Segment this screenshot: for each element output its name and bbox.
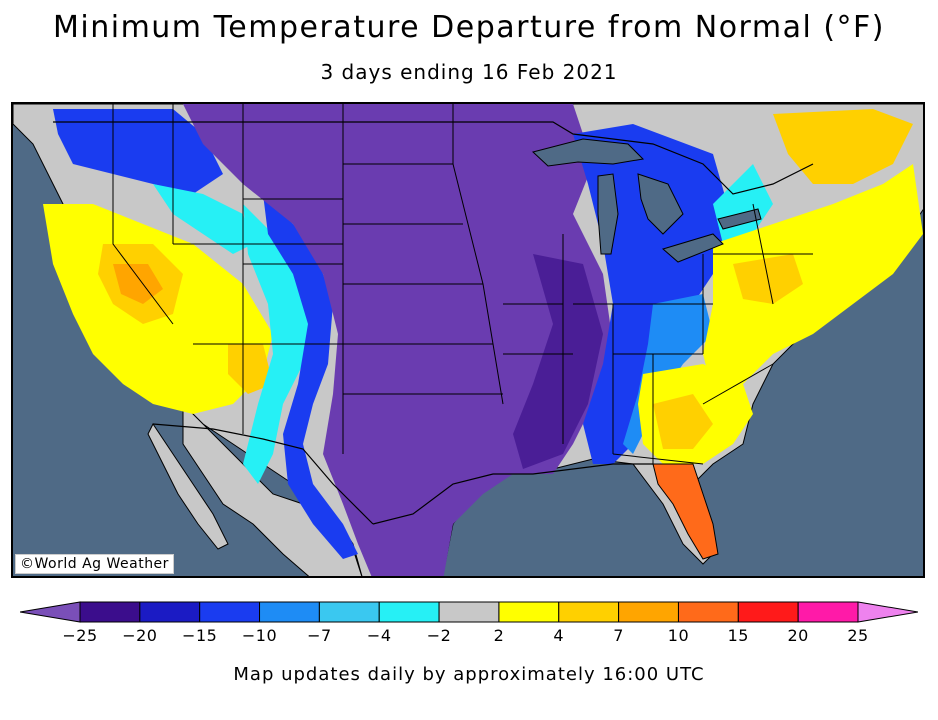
temperature-map: ©World Ag Weather <box>11 102 925 578</box>
lake-superior <box>531 138 645 167</box>
lake-michigan <box>597 173 619 255</box>
legend-swatch <box>259 601 320 623</box>
legend-tick-label: 10 <box>667 626 690 645</box>
legend-arrow-high <box>857 601 918 623</box>
northwest-blue-zone <box>53 109 223 194</box>
central-purple-zone <box>183 104 613 576</box>
florida-orange <box>652 463 719 560</box>
color-legend-bar <box>20 601 918 623</box>
legend-tick-label: −7 <box>307 626 332 645</box>
legend-tick-label: −10 <box>241 626 278 645</box>
rockies-blue-band <box>263 194 358 559</box>
southeast-gold <box>653 394 713 449</box>
legend-swatch <box>378 601 440 623</box>
legend-swatch <box>79 601 141 623</box>
legend-tick-label: −25 <box>62 626 98 645</box>
legend-swatch <box>737 601 799 623</box>
legend-tick-label: 2 <box>493 626 505 645</box>
legend-tick-label: 25 <box>847 626 869 645</box>
central-dark-purple <box>513 254 603 469</box>
legend-swatch <box>618 601 679 623</box>
map-footer: Map updates daily by approximately 16:00… <box>233 664 705 685</box>
legend-swatch <box>677 601 739 623</box>
legend-tick-label: 20 <box>787 626 809 645</box>
map-svg <box>13 104 923 576</box>
northeast-gold <box>773 109 913 184</box>
gulf-coast <box>372 463 653 525</box>
us-canada-border <box>53 121 814 195</box>
legend-tick-label: −2 <box>426 626 452 645</box>
lake-erie <box>661 233 724 263</box>
map-credit: ©World Ag Weather <box>15 554 174 574</box>
legend-tick-label: 15 <box>727 626 749 645</box>
lake-huron <box>637 173 684 235</box>
northwest-cyan-zone <box>153 184 253 254</box>
legend-tick-label: −4 <box>366 626 392 645</box>
northeast-yellow <box>703 164 923 394</box>
legend-swatch <box>558 601 620 623</box>
lake-ontario <box>717 208 762 230</box>
map-title: Minimum Temperature Departure from Norma… <box>53 10 885 45</box>
legend-swatch <box>139 601 201 623</box>
utah-gold <box>228 344 273 394</box>
us-mexico-border <box>152 423 374 525</box>
legend-swatch <box>318 601 380 623</box>
state-boundaries <box>112 104 813 465</box>
legend-swatch <box>199 601 261 623</box>
legend-tick-label: −20 <box>122 626 158 645</box>
legend-swatch <box>498 601 560 623</box>
legend-tick-label: −15 <box>182 626 218 645</box>
legend-tick-label: 4 <box>553 626 565 645</box>
legend-tick-label: 7 <box>613 626 624 645</box>
map-subtitle: 3 days ending 16 Feb 2021 <box>320 60 618 84</box>
legend-swatch <box>797 601 859 623</box>
legend-arrow-low <box>20 601 81 623</box>
baja-land <box>147 423 229 550</box>
legend-swatch <box>438 601 500 623</box>
